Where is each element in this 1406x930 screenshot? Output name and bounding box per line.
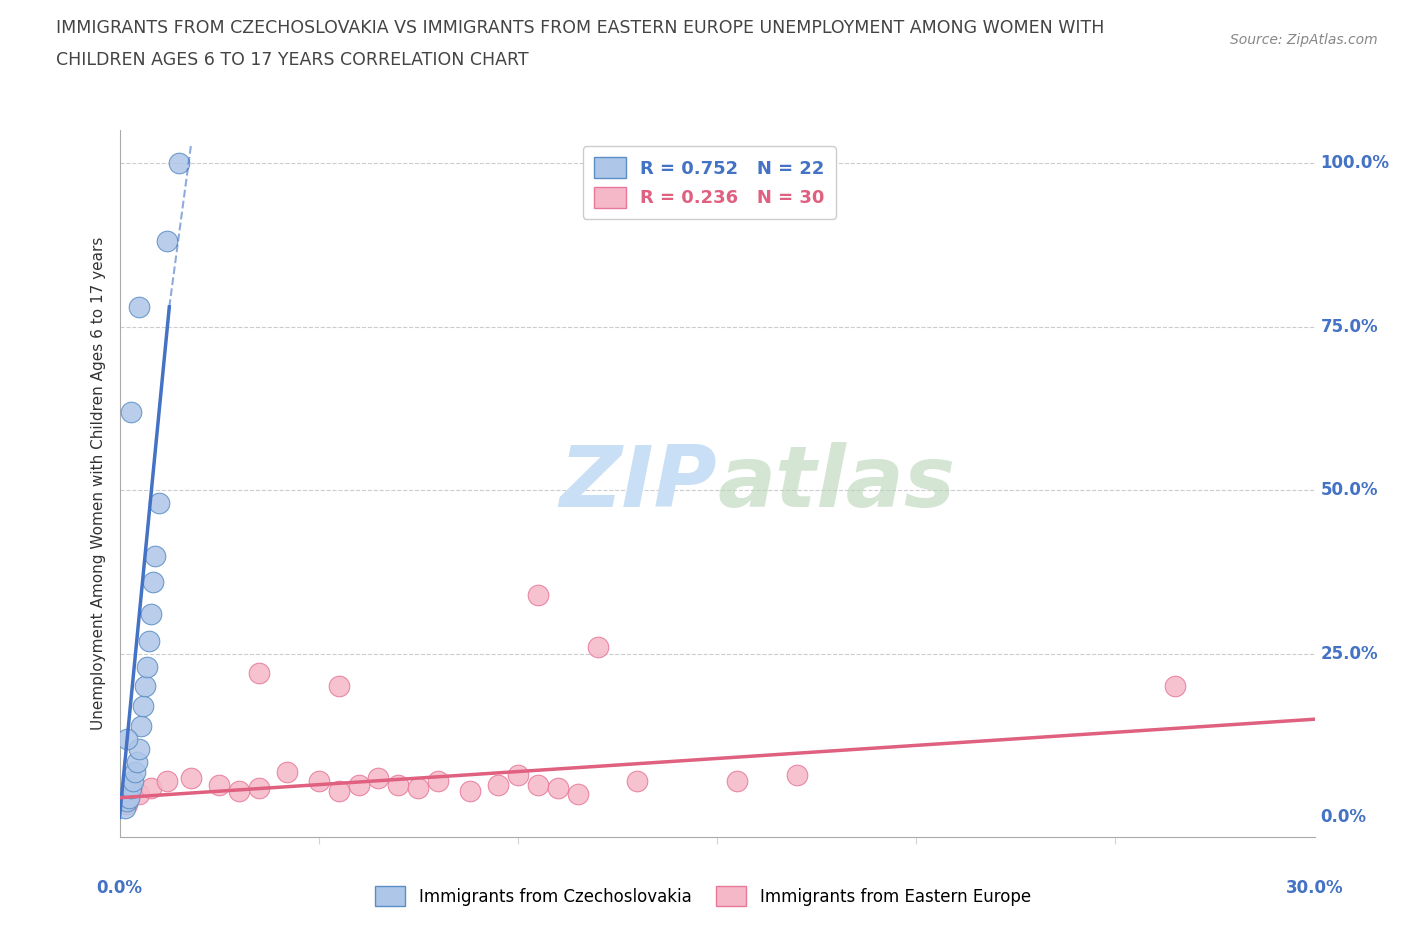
Point (567, 787, 589, 802)
Text: 75.0%: 75.0% (1320, 317, 1378, 336)
Point (169, 155, 191, 170)
Text: ZIP: ZIP (560, 442, 717, 525)
Legend: Immigrants from Czechoslovakia, Immigrants from Eastern Europe: Immigrants from Czechoslovakia, Immigran… (368, 880, 1038, 912)
Point (247, 666, 270, 681)
Point (247, 780, 270, 795)
Point (156, 774, 179, 789)
Text: 100.0%: 100.0% (1320, 154, 1389, 172)
Text: Source: ZipAtlas.com: Source: ZipAtlas.com (1230, 33, 1378, 46)
Point (180, 771, 202, 786)
Point (526, 777, 548, 792)
Point (138, 633, 160, 648)
Point (208, 777, 231, 792)
Point (124, 764, 146, 779)
Point (367, 771, 389, 786)
Point (148, 496, 170, 511)
Point (141, 780, 163, 795)
Point (141, 607, 163, 622)
Point (486, 777, 509, 792)
Point (458, 784, 481, 799)
Point (117, 793, 139, 808)
Point (128, 787, 150, 802)
Point (526, 588, 548, 603)
Point (347, 777, 370, 792)
Point (145, 548, 166, 563)
Point (142, 575, 165, 590)
Point (121, 405, 143, 419)
Point (328, 679, 350, 694)
Text: 50.0%: 50.0% (1320, 481, 1378, 499)
Point (506, 767, 529, 782)
Point (328, 784, 350, 799)
Point (122, 774, 145, 789)
Point (128, 741, 150, 756)
Point (114, 800, 136, 815)
Point (134, 679, 156, 694)
Point (427, 774, 450, 789)
Text: CHILDREN AGES 6 TO 17 YEARS CORRELATION CHART: CHILDREN AGES 6 TO 17 YEARS CORRELATION … (56, 51, 529, 69)
Point (725, 774, 748, 789)
Point (136, 659, 159, 674)
Point (121, 780, 143, 795)
Text: 25.0%: 25.0% (1320, 644, 1378, 663)
Point (117, 731, 139, 746)
Point (127, 754, 149, 769)
Point (132, 698, 155, 713)
Text: atlas: atlas (717, 442, 955, 525)
Point (117, 797, 139, 812)
Point (276, 764, 298, 779)
Point (626, 774, 648, 789)
Point (586, 640, 609, 655)
Y-axis label: Unemployment Among Women with Children Ages 6 to 17 years: Unemployment Among Women with Children A… (91, 237, 107, 730)
Point (786, 767, 808, 782)
Point (131, 718, 153, 733)
Point (156, 234, 179, 249)
Text: 0.0%: 0.0% (1320, 808, 1367, 827)
Point (408, 780, 430, 795)
Point (547, 780, 569, 795)
Point (1164, 679, 1187, 694)
Text: IMMIGRANTS FROM CZECHOSLOVAKIA VS IMMIGRANTS FROM EASTERN EUROPE UNEMPLOYMENT AM: IMMIGRANTS FROM CZECHOSLOVAKIA VS IMMIGR… (56, 19, 1105, 36)
Point (118, 790, 141, 805)
Point (387, 777, 409, 792)
Text: 30.0%: 30.0% (1286, 880, 1343, 897)
Point (128, 299, 150, 314)
Text: 0.0%: 0.0% (97, 880, 142, 897)
Point (228, 784, 250, 799)
Point (308, 774, 330, 789)
Legend: R = 0.752   N = 22, R = 0.236   N = 30: R = 0.752 N = 22, R = 0.236 N = 30 (582, 146, 835, 219)
